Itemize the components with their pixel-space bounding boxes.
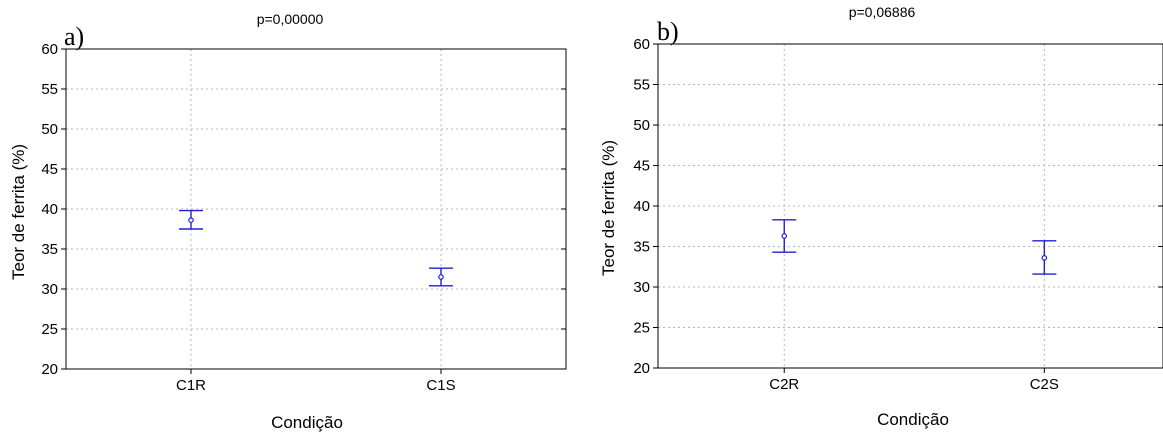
y-tick-label: 45: [633, 158, 650, 175]
y-axis-label: Teor de ferrita (%): [9, 144, 28, 280]
mean-point: [188, 217, 194, 224]
chart-panel-b: b) p=0,06886 Teor de ferrita (%) Condiçã…: [599, 4, 1163, 429]
grid: [658, 44, 1163, 368]
y-tick-label: 40: [633, 198, 650, 215]
y-tick-label: 25: [633, 320, 650, 337]
mean-point: [438, 274, 444, 280]
mean-point: [781, 233, 788, 239]
y-tick-label: 45: [41, 161, 58, 178]
x-axis-label: Condição: [877, 410, 949, 429]
error-bar-C1S: [429, 267, 453, 287]
error-bar-C2R: [772, 219, 797, 253]
plot-frame: [65, 48, 567, 370]
mean-point: [1041, 255, 1048, 261]
y-tick-label: 60: [41, 41, 58, 58]
y-tick-label: 60: [633, 36, 650, 53]
y-tick-label: 20: [41, 361, 58, 378]
panel-label: a): [64, 22, 84, 51]
y-tick-label: 30: [41, 281, 58, 298]
chart-title: p=0,00000: [257, 11, 324, 27]
y-axis-label: Teor de ferrita (%): [599, 140, 618, 276]
error-bar-C1R: [179, 209, 203, 230]
y-tick-label: 35: [633, 239, 650, 256]
data-marks: [772, 219, 1057, 275]
y-tick-label: 40: [41, 201, 58, 218]
y-tick-label: 55: [633, 77, 650, 94]
data-marks: [179, 209, 453, 287]
y-tick-label: 35: [41, 241, 58, 258]
x-axis-label: Condição: [271, 413, 343, 432]
y-tick-label: 50: [633, 117, 650, 134]
y-tick-label: 50: [41, 121, 58, 138]
y-ticks: 20 25 30 35 40 45 50 55 60: [633, 36, 1163, 377]
chart-title: p=0,06886: [849, 4, 916, 20]
x-ticks: C2R C2S: [769, 368, 1059, 393]
x-tick-label: C1R: [176, 377, 206, 394]
plot-frame: [657, 43, 1163, 369]
y-tick-label: 20: [633, 360, 650, 377]
x-tick-label: C2R: [769, 376, 799, 393]
chart-panel-a: a) p=0,00000 Teor de ferrita (%) Condiçã…: [9, 11, 567, 432]
x-tick-label: C1S: [426, 377, 455, 394]
grid: [66, 49, 566, 369]
y-tick-label: 30: [633, 279, 650, 296]
y-tick-label: 25: [41, 321, 58, 338]
x-ticks: C1R C1S: [176, 369, 456, 394]
y-tick-label: 55: [41, 81, 58, 98]
y-ticks: 20 25 30 35 40 45 50 55 60: [41, 41, 566, 378]
error-bar-C2S: [1032, 240, 1057, 275]
x-tick-label: C2S: [1030, 376, 1059, 393]
panel-label: b): [657, 17, 679, 46]
